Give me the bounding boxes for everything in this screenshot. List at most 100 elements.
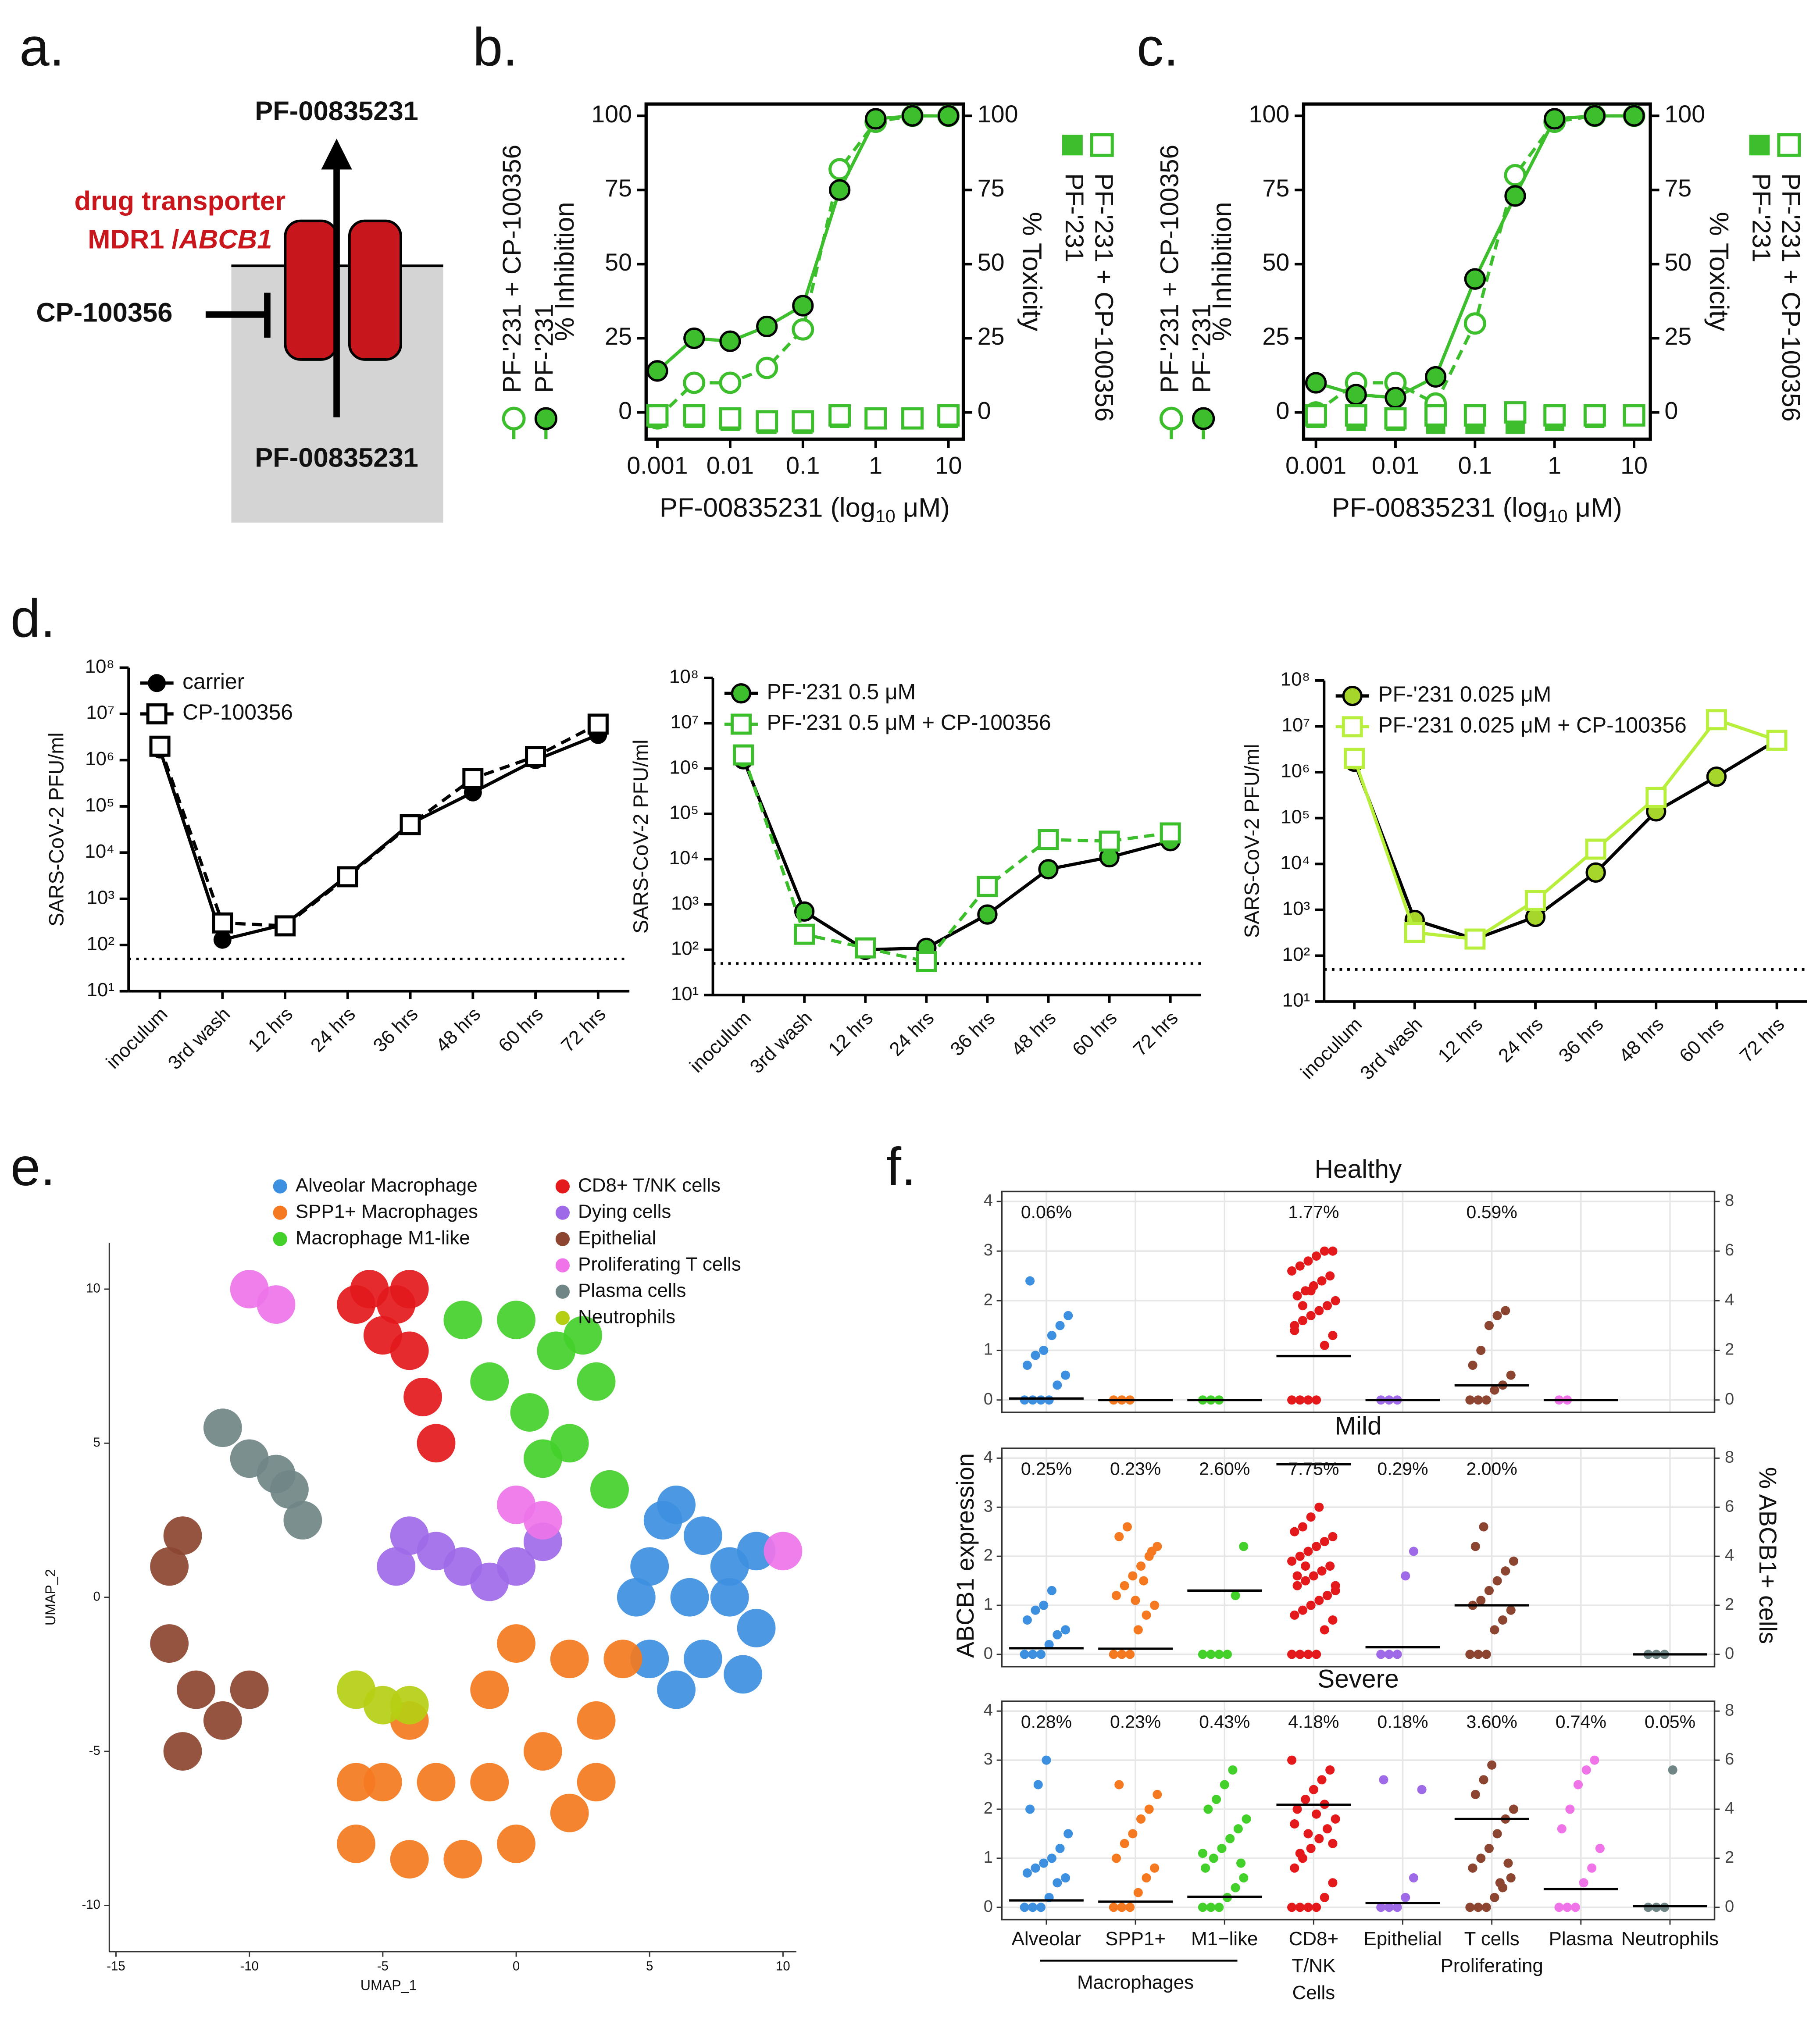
y2-tick-label: 50 xyxy=(1664,249,1692,276)
cluster-point xyxy=(363,1763,402,1802)
x-tick-label: Epithelial xyxy=(1363,1928,1442,1950)
expression-point xyxy=(1290,1326,1299,1335)
expression-point xyxy=(1060,1873,1071,1883)
legend-label: SPP1+ Macrophages xyxy=(296,1201,478,1222)
expression-point xyxy=(1409,1873,1418,1883)
cluster-point xyxy=(470,1362,509,1401)
cluster-point xyxy=(163,1516,202,1555)
marker xyxy=(1160,822,1181,844)
marker xyxy=(400,814,421,835)
expression-point xyxy=(1652,1903,1661,1912)
y-tick-label: 10⁸ xyxy=(85,656,114,677)
y-axis-label: SARS-CoV-2 PFU/ml xyxy=(629,739,652,933)
expression-point xyxy=(1317,1566,1327,1576)
panel-label: e. xyxy=(11,1137,56,1197)
expression-point xyxy=(1479,1522,1488,1532)
expression-point xyxy=(1384,1903,1394,1912)
expression-point xyxy=(1292,1291,1302,1301)
y2-axis-label: % ABCB1+ cells xyxy=(1754,1467,1781,1644)
cluster-point xyxy=(523,1439,562,1478)
expression-point xyxy=(1239,1542,1249,1551)
marker xyxy=(977,876,998,897)
x-tick-label: SPP1+ xyxy=(1105,1928,1166,1950)
expression-point xyxy=(1509,1804,1518,1814)
expression-point xyxy=(1474,1650,1483,1659)
marker xyxy=(1543,404,1566,427)
marker xyxy=(855,937,876,959)
y2-tick-label: 8 xyxy=(1725,1448,1734,1466)
expression-point xyxy=(1328,1331,1338,1340)
expression-point xyxy=(1590,1755,1599,1765)
expression-point xyxy=(1301,1561,1310,1571)
series-line xyxy=(1353,717,1777,941)
expression-point xyxy=(1317,1775,1327,1785)
expression-point xyxy=(1320,1537,1329,1547)
y-tick-label: 0 xyxy=(984,1644,993,1663)
expression-point xyxy=(1231,1883,1240,1893)
expression-point xyxy=(1109,1650,1118,1659)
marker xyxy=(1344,748,1365,769)
expression-point xyxy=(1484,1586,1494,1595)
marker xyxy=(1585,838,1606,860)
y2-tick-label: 4 xyxy=(1725,1290,1734,1309)
scatter-chart: -15 -10 -5 0 5 10 -10 -5 0 5 10 UMAP_1 UMAP_2 Alveola… xyxy=(43,1174,803,1993)
marker xyxy=(1623,105,1645,127)
marker xyxy=(1525,890,1546,911)
x-axis-label: PF-00835231 (log10 μM) xyxy=(1332,493,1622,526)
expression-point xyxy=(1476,1346,1486,1355)
y2-tick-label: 100 xyxy=(978,100,1018,128)
marker xyxy=(1585,862,1606,883)
expression-point xyxy=(1150,1600,1160,1610)
expression-point xyxy=(1287,1556,1297,1566)
marker xyxy=(213,930,232,949)
cluster-point xyxy=(337,1824,375,1863)
x-tick-label: 10 xyxy=(1620,452,1648,479)
x-tick-label: Plasma xyxy=(1549,1928,1613,1950)
expression-point xyxy=(1328,1246,1338,1256)
y-tick-label: 10¹ xyxy=(1282,990,1310,1011)
expression-point xyxy=(1228,1765,1238,1775)
y-tick-label: 0 xyxy=(618,397,632,424)
cluster-point xyxy=(470,1763,509,1802)
expression-point xyxy=(1481,1395,1491,1405)
expression-point xyxy=(1306,1311,1316,1320)
marker xyxy=(792,295,814,317)
y-tick-label: 100 xyxy=(1249,100,1289,128)
y-tick-label: 10⁶ xyxy=(85,748,114,770)
expression-point xyxy=(1325,1561,1335,1571)
expression-point xyxy=(1481,1650,1491,1659)
expression-point xyxy=(1303,1395,1313,1405)
expression-point xyxy=(1492,1576,1502,1586)
x-tick-label: 36 hrs xyxy=(1555,1013,1608,1066)
expression-point xyxy=(1287,1755,1297,1765)
expression-point xyxy=(1120,1581,1129,1590)
marker xyxy=(1583,404,1606,427)
expression-point xyxy=(1031,1605,1040,1615)
expression-point xyxy=(1570,1903,1580,1912)
percent-label: 0.18% xyxy=(1377,1711,1428,1732)
expression-point xyxy=(1287,1395,1297,1405)
marker xyxy=(864,407,887,430)
marker xyxy=(1090,133,1114,157)
percent-label: 0.43% xyxy=(1199,1711,1250,1732)
y2-tick-label: 6 xyxy=(1725,1241,1734,1259)
expression-point xyxy=(1384,1650,1394,1659)
marker xyxy=(1385,387,1406,409)
marker xyxy=(462,768,484,789)
expression-point xyxy=(1409,1547,1418,1556)
cluster-point xyxy=(470,1670,509,1709)
expression-point xyxy=(1039,1858,1049,1868)
cluster-point xyxy=(257,1285,296,1324)
cluster-point xyxy=(657,1670,696,1709)
inhibitor-label: CP-100356 xyxy=(36,298,172,328)
expression-point xyxy=(1287,1266,1297,1276)
marker xyxy=(683,371,706,394)
x-tick-label: inoculum xyxy=(1296,1013,1366,1083)
x-tick-label: 60 hrs xyxy=(494,1003,547,1056)
percent-label: 1.77% xyxy=(1288,1202,1339,1222)
expression-point xyxy=(1392,1903,1402,1912)
cluster-point xyxy=(764,1532,803,1571)
expression-point xyxy=(1303,1829,1313,1839)
